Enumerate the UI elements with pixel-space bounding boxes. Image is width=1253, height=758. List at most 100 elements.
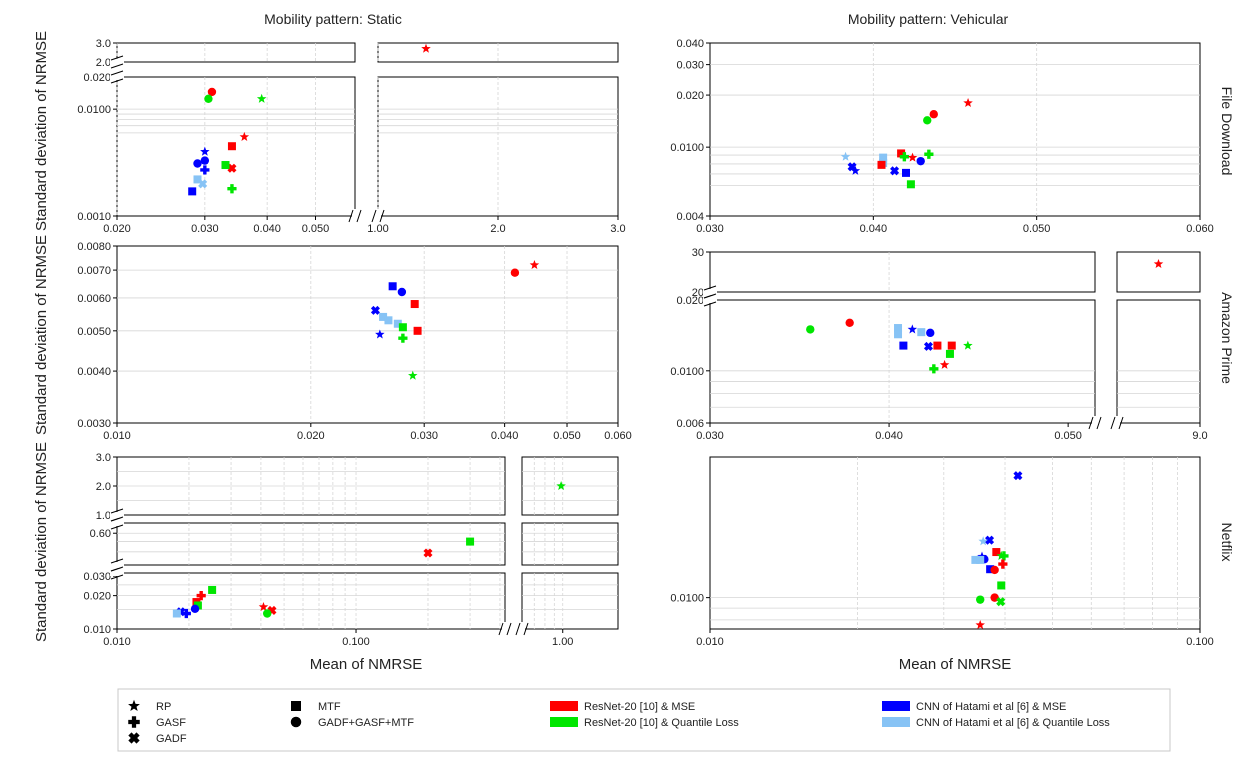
x-tick-label: 0.030 bbox=[191, 223, 219, 235]
data-point-star bbox=[200, 146, 210, 156]
x-tick-label: 0.040 bbox=[860, 223, 888, 235]
y-tick-label: 0.0050 bbox=[77, 326, 111, 338]
data-point-star bbox=[850, 165, 861, 175]
data-point-square bbox=[193, 175, 202, 184]
y-tick-label: 0.010 bbox=[83, 624, 111, 636]
data-point-star bbox=[239, 131, 250, 141]
legend-label: ResNet-20 [10] & MSE bbox=[584, 701, 695, 713]
data-point-square bbox=[208, 585, 217, 594]
data-point-square bbox=[227, 142, 236, 151]
scatter-panel: 0.020 0.030 0.040 0.050 1.00 2.0 3.0 0.0010 0.01… bbox=[77, 38, 625, 235]
data-point-plus bbox=[998, 559, 1008, 569]
axis-break-mark bbox=[371, 209, 385, 223]
legend-color-swatch bbox=[550, 701, 578, 711]
data-point-x bbox=[227, 163, 237, 173]
y-axis-label-row3: Standard deviation of NRMSE bbox=[33, 442, 50, 642]
legend-marker-x bbox=[128, 732, 140, 744]
data-point-square bbox=[894, 324, 903, 333]
data-point-plus bbox=[200, 165, 210, 175]
data-point-square bbox=[992, 548, 1001, 557]
axes-frame bbox=[116, 572, 506, 630]
y-tick-label: 1.0 bbox=[96, 510, 111, 522]
scatter-panel: 0.010 0.100 0.0100 bbox=[670, 456, 1214, 648]
axes-frame bbox=[709, 299, 1096, 424]
x-tick-label: 0.050 bbox=[1054, 430, 1082, 442]
x-tick-label: 0.040 bbox=[491, 430, 519, 442]
y-tick-label: 0.020 bbox=[676, 90, 704, 102]
legend-marker-square bbox=[291, 701, 301, 711]
column-title-static: Mobility pattern: Static bbox=[264, 11, 402, 27]
legend-item-gadf-gasf-mtf: GADF+GASF+MTF bbox=[290, 716, 414, 729]
y-tick-label: 0.0070 bbox=[77, 265, 111, 277]
data-point-square bbox=[945, 349, 954, 358]
data-point-square bbox=[188, 187, 197, 196]
y-tick-label: 20 bbox=[692, 287, 704, 299]
data-point-circle bbox=[190, 604, 200, 614]
scatter-panel: 0.010 0.100 1.00 0.010 0.020 0.030 0.60 1.0 2.0 3… bbox=[83, 452, 619, 648]
data-point-star bbox=[258, 601, 269, 612]
data-point-plus bbox=[899, 152, 909, 162]
data-point-star bbox=[939, 359, 950, 369]
data-point-square bbox=[879, 153, 888, 162]
data-point-square bbox=[379, 312, 388, 321]
x-tick-label: 0.060 bbox=[1186, 223, 1214, 235]
x-tick-label: 0.100 bbox=[1186, 636, 1214, 648]
data-point-square bbox=[986, 565, 995, 574]
y-tick-label: 0.030 bbox=[83, 571, 111, 583]
axes-frame bbox=[521, 572, 619, 630]
y-tick-label: 0.006 bbox=[676, 418, 704, 430]
axes-frame bbox=[1116, 251, 1201, 293]
x-tick-label: 2.0 bbox=[490, 223, 505, 235]
y-tick-label: 2.0 bbox=[96, 481, 111, 493]
y-tick-label: 2.0 bbox=[96, 57, 111, 69]
data-point-square bbox=[947, 341, 956, 350]
y-tick-label: 0.0100 bbox=[670, 593, 704, 605]
data-point-square bbox=[997, 581, 1006, 590]
axes-frame bbox=[1116, 299, 1201, 424]
axes-frame bbox=[116, 522, 506, 566]
x-tick-label: 0.100 bbox=[342, 636, 370, 648]
axis-break-gap bbox=[1114, 416, 1120, 430]
x-tick-label: 0.050 bbox=[302, 223, 330, 235]
data-point-x bbox=[198, 179, 208, 189]
legend-color-swatch bbox=[882, 701, 910, 711]
axis-break-mark bbox=[110, 70, 124, 84]
x-tick-label: 0.050 bbox=[1023, 223, 1051, 235]
data-point-circle bbox=[976, 595, 985, 604]
data-point-circle bbox=[926, 328, 935, 338]
data-point-plus bbox=[227, 184, 237, 194]
data-point-circle bbox=[806, 325, 815, 334]
axis-break-gap bbox=[703, 289, 717, 295]
legend-item-rp: RP bbox=[128, 699, 171, 713]
y-tick-label: 0.60 bbox=[90, 528, 111, 540]
y-tick-label: 0.0030 bbox=[77, 418, 111, 430]
axes-frame bbox=[116, 76, 356, 217]
data-point-plus bbox=[924, 149, 934, 159]
data-point-square bbox=[172, 609, 181, 618]
data-point-circle bbox=[200, 156, 210, 165]
x-tick-label: 0.050 bbox=[553, 430, 581, 442]
data-point-star bbox=[375, 329, 385, 339]
axis-break-gap bbox=[110, 512, 124, 518]
data-point-square bbox=[906, 180, 915, 189]
legend-label: GADF+GASF+MTF bbox=[318, 717, 414, 729]
data-point-square bbox=[384, 316, 393, 325]
x-tick-label: 0.010 bbox=[696, 636, 724, 648]
y-tick-label: 3.0 bbox=[96, 452, 111, 464]
data-point-star bbox=[963, 340, 973, 350]
column-title-vehicular: Mobility pattern: Vehicular bbox=[848, 11, 1009, 27]
data-point-circle bbox=[193, 159, 202, 168]
legend-marker-star bbox=[128, 699, 140, 712]
row-label-amazon-prime: Amazon Prime bbox=[1219, 292, 1235, 384]
data-point-star bbox=[421, 43, 431, 53]
data-point-square bbox=[388, 282, 397, 291]
y-axis-label-row2: Standard deviation of NRMSE bbox=[33, 235, 50, 435]
data-point-circle bbox=[929, 110, 938, 119]
y-tick-label: 0.0100 bbox=[77, 104, 111, 116]
data-point-star bbox=[408, 370, 418, 380]
data-point-square bbox=[917, 328, 926, 337]
data-point-star bbox=[963, 97, 973, 108]
legend-item-mtf: MTF bbox=[291, 701, 341, 713]
y-tick-label: 0.0100 bbox=[670, 142, 704, 154]
x-tick-label: 0.040 bbox=[253, 223, 281, 235]
